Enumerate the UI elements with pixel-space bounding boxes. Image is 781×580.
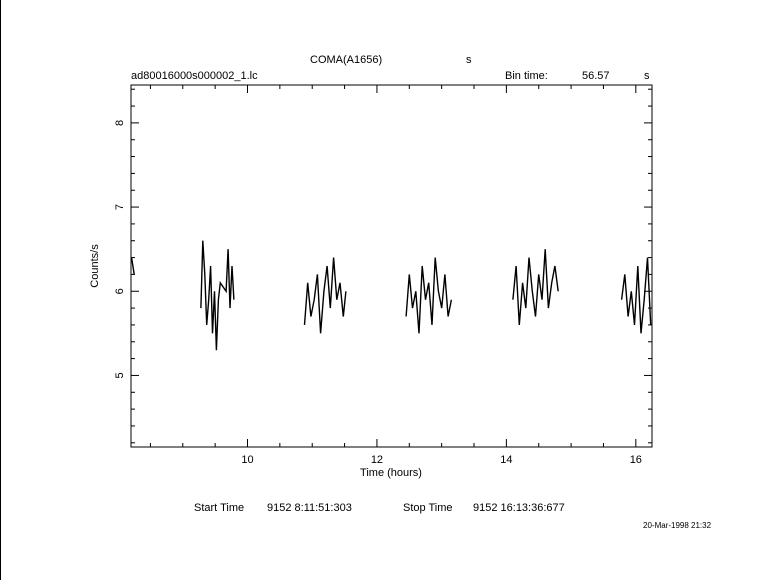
- series-segment-4: [405, 257, 453, 334]
- x-tick-label-14: 14: [500, 454, 512, 466]
- series-segment-1: [130, 257, 135, 275]
- y-axis-label: Counts/s: [89, 244, 101, 288]
- stop-time-label: Stop Time: [403, 502, 453, 514]
- x-axis-label: Time (hours): [360, 467, 422, 479]
- title-unit-flag: s: [466, 54, 472, 66]
- series-segment-5: [512, 249, 559, 325]
- x-tick-label-12: 12: [371, 454, 383, 466]
- series-segment-3: [303, 257, 347, 334]
- filename-label: ad80016000s000002_1.lc: [131, 70, 258, 82]
- series-segment-2: [200, 240, 235, 351]
- axis-ticks: [131, 85, 652, 447]
- bin-time-value: 56.57: [582, 70, 610, 82]
- y-tick-label-8: 8: [114, 120, 126, 126]
- start-time-value: 9152 8:11:51:303: [267, 502, 352, 514]
- page-left-border: [0, 0, 1, 580]
- y-tick-label-6: 6: [114, 288, 126, 294]
- x-tick-label-16: 16: [630, 454, 642, 466]
- data-series: [130, 240, 652, 351]
- y-tick-label-5: 5: [114, 372, 126, 378]
- bin-time-label: Bin time:: [505, 70, 548, 82]
- x-tick-label-10: 10: [241, 454, 253, 466]
- chart-title: COMA(A1656): [310, 54, 383, 66]
- tick-labels: 10 12 14 16 5 6 7 8: [114, 120, 642, 466]
- start-time-label: Start Time: [194, 502, 245, 514]
- plot-frame: [130, 84, 653, 448]
- stop-time-value: 9152 16:13:36:677: [473, 502, 565, 514]
- y-tick-label-7: 7: [114, 204, 126, 210]
- bin-time-unit: s: [644, 70, 650, 82]
- timestamp: 20-Mar-1998 21:32: [643, 521, 712, 530]
- series-segment-6: [620, 257, 652, 334]
